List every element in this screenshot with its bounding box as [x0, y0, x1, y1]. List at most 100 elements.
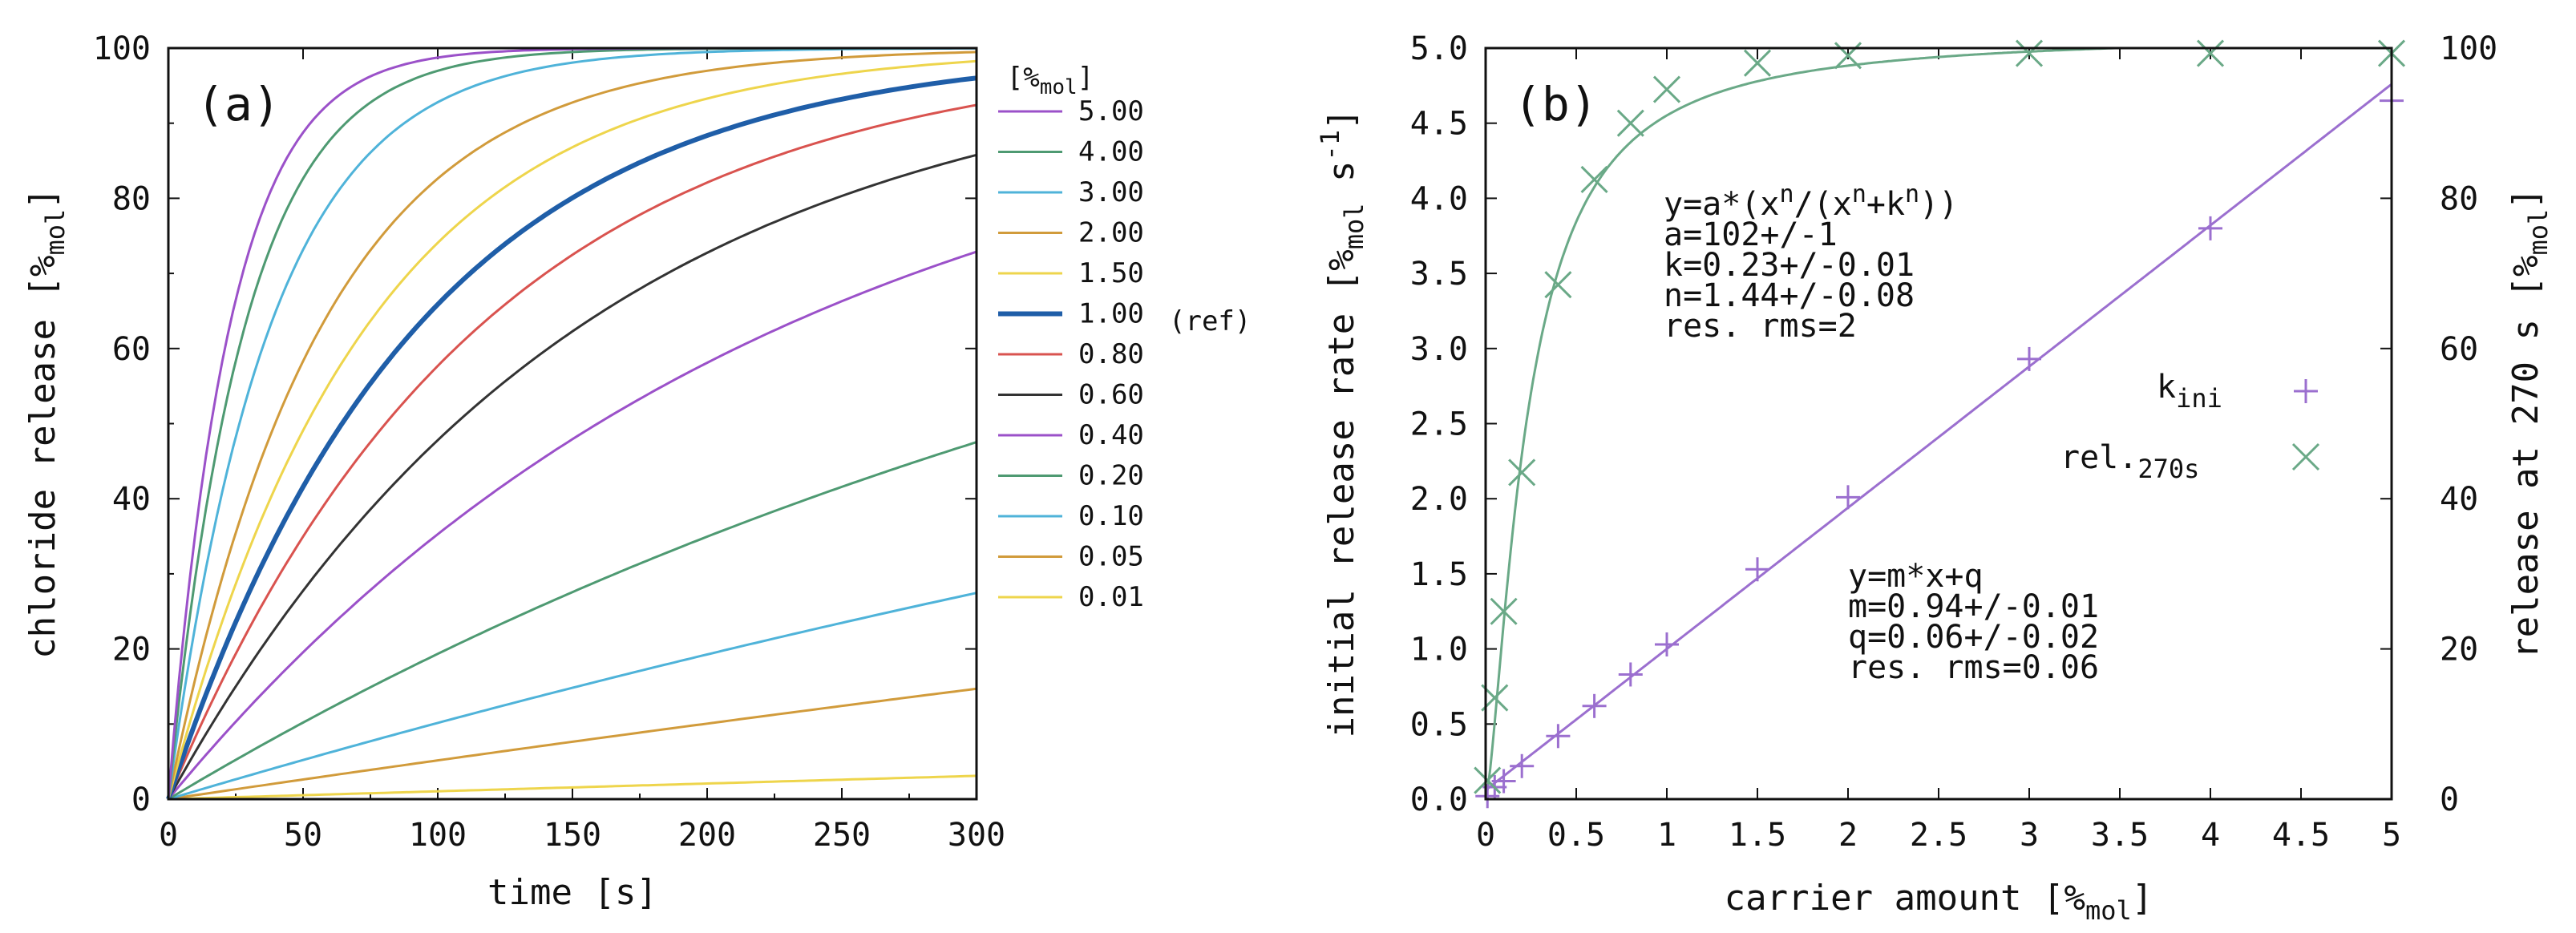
chart-b-xtick-label: 2.5: [1910, 817, 1967, 854]
series-line-0.40: [167, 250, 977, 800]
chart-b-y2tick-label: 60: [2440, 331, 2478, 368]
chart-b-xtick-label: 1: [1657, 817, 1676, 854]
chart-a-ytick-label: 40: [112, 481, 151, 518]
data-point-rel270s-b: [1474, 766, 1502, 794]
chart-b-frame: [1484, 46, 2393, 801]
chart-b-xtick-label: 4.5: [2272, 817, 2330, 854]
legend-label-1.50: 1.50: [1078, 257, 1144, 289]
legend-label-4.00: 4.00: [1078, 136, 1144, 168]
chart-b-xtick-label: 5: [2382, 817, 2401, 854]
data-point-kini: [1546, 724, 1571, 749]
hill-param-a: a=102+/-1: [1664, 216, 1838, 253]
legend-label-0.60: 0.60: [1078, 379, 1144, 411]
chart-b-xtick-label: 0.5: [1547, 817, 1605, 854]
chart-b-ytick-label: 3.0: [1410, 331, 1468, 368]
chart-a-ytick-label: 80: [112, 180, 151, 217]
chart-b-ytick-label: 4.0: [1410, 180, 1468, 217]
chart-b-xtick-label: 1.5: [1729, 817, 1786, 854]
legend-marker-kini: [2294, 379, 2318, 403]
legend-label-0.20: 0.20: [1078, 460, 1144, 492]
chart-b-y2tick-label: 80: [2440, 180, 2478, 217]
series-line-0.80: [167, 103, 977, 800]
data-point-kini: [1745, 557, 1769, 582]
chart-a-xtick-label: 200: [678, 817, 736, 854]
chart-a-ytick-label: 100: [93, 30, 151, 67]
chart-b-ytick-label: 2.5: [1410, 406, 1468, 443]
data-point-rel270s: [1616, 109, 1644, 137]
chart-a-xtick-label: 100: [409, 817, 467, 854]
data-point-rel270s: [1580, 165, 1608, 194]
data-point-rel270s-b: [2015, 39, 2044, 67]
legend-label-0.40: 0.40: [1078, 419, 1144, 451]
chart-b-ytick-label: 0.0: [1410, 782, 1468, 818]
legend-label-0.01: 0.01: [1078, 581, 1144, 613]
chart-a-ytick-label: 60: [112, 331, 151, 368]
linear-equation: y=m*x+q: [1848, 558, 1984, 595]
chart-b-ytick-label: 1.5: [1410, 556, 1468, 593]
series-line-1.50: [167, 59, 977, 800]
data-point-rel270s-b: [1580, 165, 1608, 194]
data-point-kini: [1836, 485, 1860, 510]
chart-a-ylabel: chloride release [%mol]: [22, 188, 71, 659]
chart-b-ytick-label: 0.5: [1410, 706, 1468, 743]
linear-param-m: m=0.94+/-0.01: [1848, 588, 2099, 625]
series-line-0.10: [168, 592, 977, 801]
chart-b: 0 0.5 1 1.5 2 2.5 3 3.5 4 4.5 5 0.0 0.5 1.0 1.5 2.0 2.5 3…: [1315, 30, 2554, 926]
hill-param-n: n=1.44+/-0.08: [1664, 277, 1915, 314]
legend-label-1.00: 1.00: [1078, 298, 1144, 330]
data-point-rel270s-b: [1508, 458, 1536, 487]
chart-b-ytick-label: 2.0: [1410, 481, 1468, 518]
series-line-2.00: [167, 50, 977, 800]
chart-a: 0 50 100 150 200 250 300 0 20 40 60 80 100 (a) chlor…: [22, 30, 1251, 913]
data-point-rel270s-b: [1616, 109, 1644, 137]
chart-b-y2label: release at 270 s [%mol]: [2505, 188, 2554, 659]
chart-a-legend-title: [%mol]: [1007, 62, 1094, 99]
chart-b-hill-annotation: y=a*(xn/(xn+kn)) a=102+/-1 k=0.23+/-0.01…: [1664, 180, 1958, 345]
chart-b-xtick-label: 4: [2201, 817, 2220, 854]
chart-a-xtick-label: 50: [284, 817, 322, 854]
chart-a-xtick-label: 250: [813, 817, 871, 854]
data-point-kini: [1491, 769, 1516, 794]
data-point-rel270s: [1490, 597, 1518, 625]
series-line-1.00: [166, 75, 977, 800]
chart-a-xlabel: time [s]: [487, 872, 657, 913]
chart-b-y2tick-label: 20: [2440, 632, 2478, 668]
legend-marker-rel270s-b: [2291, 442, 2320, 471]
chart-b-xtick-label: 2: [1838, 817, 1858, 854]
data-point-rel270s: [2015, 39, 2044, 67]
legend-label-5.00: 5.00: [1078, 95, 1144, 127]
data-point-rel270s: [2196, 39, 2225, 67]
legend-label-0.80: 0.80: [1078, 338, 1144, 370]
data-point-rel270s: [1743, 49, 1772, 77]
legend-kini-label: kini: [2157, 369, 2222, 414]
chart-a-ytick-label: 20: [112, 632, 151, 668]
chart-b-xlabel: carrier amount [%mol]: [1725, 878, 2153, 926]
data-point-rel270s: [1508, 458, 1536, 487]
data-point-rel270s-b: [1743, 49, 1772, 77]
chart-b-ylabel: initial release rate [%mol s-1]: [1315, 108, 1369, 737]
chart-a-panel-label: (a): [196, 77, 281, 131]
legend-rel-label: rel.270s: [2060, 439, 2199, 484]
chart-b-legend: kini rel.270s: [2060, 369, 2320, 484]
legend-label-0.05: 0.05: [1078, 541, 1144, 573]
chart-b-linear-annotation: y=m*x+q m=0.94+/-0.01 q=0.06+/-0.02 res.…: [1848, 558, 2099, 686]
data-point-rel270s: [1652, 75, 1681, 103]
chart-b-ytick-label: 1.0: [1410, 632, 1468, 668]
chart-b-xtick-label: 3.5: [2091, 817, 2149, 854]
series-line-0.01: [168, 774, 977, 801]
chart-b-y2tick-label: 40: [2440, 481, 2478, 518]
data-point-rel270s-b: [1544, 271, 1572, 299]
chart-b-xtick-label: 0: [1476, 817, 1495, 854]
legend-marker-rel270s: [2291, 442, 2320, 471]
series-line-0.05: [168, 687, 977, 801]
data-point-kini: [2017, 346, 2041, 371]
chart-a-ytick-label: 0: [131, 782, 151, 818]
data-point-rel270s-b: [2196, 39, 2225, 67]
data-point-kini: [2198, 216, 2222, 240]
chart-b-panel-label: (b): [1514, 77, 1598, 131]
linear-rms: res. rms=0.06: [1848, 649, 2099, 686]
data-point-kini: [1618, 662, 1643, 687]
chart-a-xtick-label: 150: [544, 817, 601, 854]
data-point-kini: [1655, 632, 1679, 656]
